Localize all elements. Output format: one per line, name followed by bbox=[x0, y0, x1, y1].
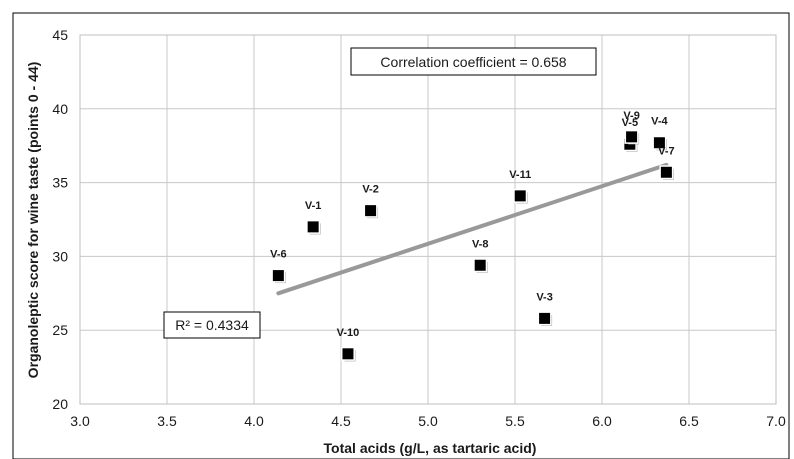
data-point-marker bbox=[272, 270, 284, 282]
plot-area bbox=[79, 34, 777, 405]
x-tick-label: 4.0 bbox=[244, 413, 264, 429]
y-axis-title: Organoleptic score for wine taste (point… bbox=[25, 62, 41, 379]
data-point-label: V-9 bbox=[623, 110, 640, 122]
x-tick-label: 5.0 bbox=[418, 413, 438, 429]
data-points: V-1 V-2 V-3 V-4 V-5 V-6 V-7 V-8 V-9 V-10 V-11 bbox=[270, 110, 675, 362]
x-tick-label: 6.5 bbox=[679, 413, 699, 429]
data-point-marker bbox=[626, 131, 638, 143]
x-tick-label: 5.5 bbox=[505, 413, 525, 429]
correlation-annotation: Correlation coefficient = 0.658 bbox=[380, 54, 566, 70]
data-point-label: V-5 bbox=[622, 117, 639, 129]
data-point-marker bbox=[514, 190, 526, 202]
x-tick-label: 7.0 bbox=[766, 413, 786, 429]
data-point-marker bbox=[660, 166, 672, 178]
correlation-box: Correlation coefficient = 0.658 bbox=[350, 47, 597, 76]
x-tick-label: 3.0 bbox=[70, 413, 90, 429]
data-point-label: V-2 bbox=[362, 184, 379, 196]
chart-border bbox=[12, 12, 790, 459]
x-tick-labels: 3.0 3.5 4.0 4.5 5.0 5.5 6.0 6.5 7.0 bbox=[70, 413, 786, 429]
data-point-label: V-8 bbox=[472, 238, 489, 250]
data-point-label: V-1 bbox=[305, 200, 322, 212]
r-squared-annotation: R² = 0.4334 bbox=[175, 317, 249, 333]
y-tick-label: 40 bbox=[52, 101, 68, 117]
data-point-marker bbox=[342, 348, 354, 360]
data-point-label: V-4 bbox=[651, 116, 668, 128]
y-tick-label: 20 bbox=[52, 396, 68, 412]
data-point-marker bbox=[653, 137, 665, 149]
data-point-label: V-6 bbox=[270, 249, 287, 261]
x-tick-label: 4.5 bbox=[331, 413, 351, 429]
y-tick-label: 30 bbox=[52, 248, 68, 264]
y-tick-label: 35 bbox=[52, 175, 68, 191]
gridlines bbox=[79, 34, 777, 405]
x-axis-title: Total acids (g/L, as tartaric acid) bbox=[324, 440, 537, 456]
y-tick-label: 45 bbox=[52, 27, 68, 43]
data-point-label: V-7 bbox=[658, 145, 675, 157]
y-tick-label: 25 bbox=[52, 322, 68, 338]
data-point-label: V-3 bbox=[536, 291, 553, 303]
x-tick-label: 3.5 bbox=[157, 413, 177, 429]
data-point-label: V-10 bbox=[337, 327, 360, 339]
data-point-marker bbox=[307, 221, 319, 233]
data-point-marker bbox=[474, 259, 486, 271]
data-point-label: V-11 bbox=[509, 169, 531, 181]
data-point-marker bbox=[365, 205, 377, 217]
data-point-marker bbox=[539, 312, 551, 324]
x-tick-label: 6.0 bbox=[592, 413, 612, 429]
y-tick-labels: 20 25 30 35 40 45 bbox=[52, 27, 68, 412]
trendline bbox=[276, 162, 669, 296]
r-squared-box: R² = 0.4334 bbox=[163, 311, 261, 339]
